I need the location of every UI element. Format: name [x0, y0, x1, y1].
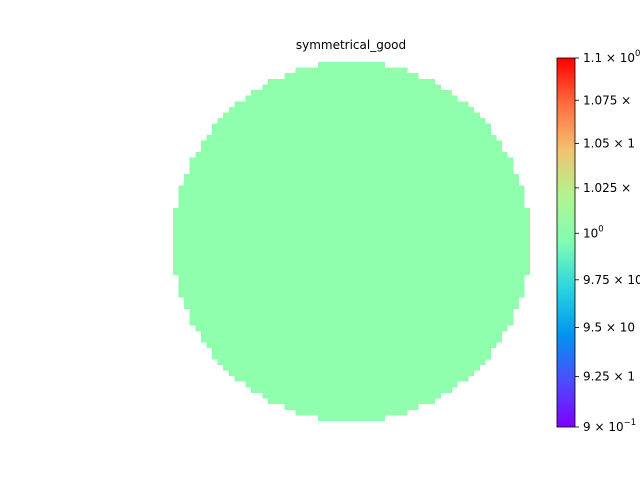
colorbar-tick-label: 9.25 × 1 [583, 370, 635, 384]
colorbar-tick-label: 100 [583, 224, 604, 240]
colorbar-tick-label: 9.75 × 10 [583, 273, 640, 287]
colorbar-tick-label: 1.1 × 100 [583, 49, 640, 65]
colorbar-ticks: 1.1 × 100 1.075 × 1.05 × 1 1.025 × 100 9.75… [575, 49, 640, 434]
chart-title: symmetrical_good [296, 38, 406, 52]
colorbar-tick-label: 1.025 × [583, 181, 631, 195]
colorbar-tick-label: 1.05 × 1 [583, 137, 635, 151]
heatmap-cells [173, 62, 530, 421]
colorbar-tick-label: 1.075 × [583, 93, 631, 107]
colorbar-gradient [556, 57, 576, 428]
colorbar-tick-label: 9.5 × 10 [583, 321, 635, 335]
heatmap-disk [173, 62, 530, 421]
colorbar: 1.1 × 100 1.075 × 1.05 × 1 1.025 × 100 9.75… [556, 49, 640, 434]
colorbar-tick-label: 9 × 10−1 [583, 418, 636, 434]
